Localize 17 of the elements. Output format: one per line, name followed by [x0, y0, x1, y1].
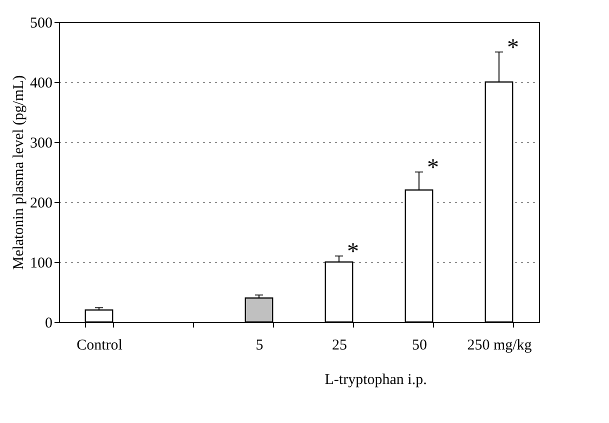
annotation: * — [347, 239, 359, 265]
x-tick-label: 50 — [412, 338, 427, 354]
x-tick-label: Control — [76, 338, 122, 354]
x-tick-label: 25 — [332, 338, 347, 354]
y-axis-title: Melatonin plasma level (pg/mL) — [11, 75, 27, 270]
annotation: * — [507, 35, 519, 61]
annotation: * — [427, 155, 439, 181]
y-tick-label: 0 — [45, 316, 52, 332]
x-tick-label: 250 mg/kg — [467, 338, 532, 354]
y-tick-label: 300 — [30, 136, 52, 152]
x-tick-label: 5 — [256, 338, 264, 354]
text: L-tryptophan i.p. — [324, 372, 427, 388]
y-tick-label: 100 — [30, 256, 52, 272]
y-tick-label: 500 — [30, 16, 52, 32]
y-tick-label: 200 — [30, 196, 52, 212]
bar — [244, 297, 274, 323]
y-tick-label: 400 — [30, 76, 52, 92]
